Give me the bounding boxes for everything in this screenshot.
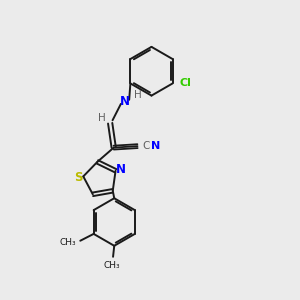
Text: N: N	[151, 141, 160, 151]
Text: CH₃: CH₃	[59, 238, 76, 247]
Text: N: N	[116, 163, 126, 176]
Text: Cl: Cl	[179, 77, 191, 88]
Text: C: C	[142, 141, 150, 151]
Text: S: S	[74, 171, 82, 184]
Text: N: N	[120, 95, 130, 108]
Text: H: H	[134, 90, 141, 100]
Text: H: H	[98, 113, 106, 123]
Text: CH₃: CH₃	[103, 261, 120, 270]
